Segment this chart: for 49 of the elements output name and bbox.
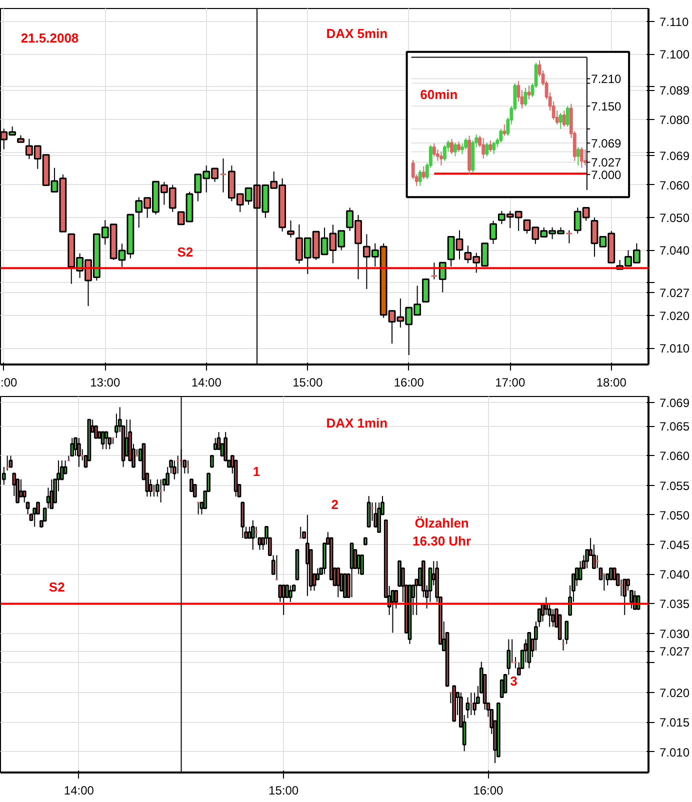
x-tick-label: :00 [0,376,18,390]
y-tick-label: 7.040 [660,244,690,258]
y-tick-label: 7.050 [660,508,690,522]
y-tick-label: 7.060 [660,449,690,464]
y-tick-label: 7.065 [660,420,690,434]
x-tick-label: 15:00 [292,376,323,390]
y-tick-label: 7.100 [660,48,690,62]
annotation: 1 [252,464,260,480]
y-tick-label: 7.210 [591,72,622,86]
y-tick-label: 7.027 [591,156,622,170]
y-tick-label: 7.010 [660,745,690,760]
x-tick-label: 13:00 [90,376,120,390]
y-tick-label: 7.020 [660,686,690,700]
ref-line-label: S2 [177,244,194,260]
x-tick-label: 14:00 [191,376,222,390]
y-tick-label: 7.015 [660,716,690,730]
x-tick-label: 16:00 [473,784,504,798]
ref-line-label: S2 [48,579,65,594]
annotation: 21.5.2008 [20,30,79,46]
y-tick-label: 7.069 [660,148,690,163]
y-tick-label: 7.150 [591,100,622,114]
x-tick-label: 18:00 [596,376,627,390]
annotation: 2 [331,496,338,512]
y-tick-label: 7.000 [591,168,622,182]
text: 60min [420,86,458,102]
y-tick-label: 7.080 [660,113,690,128]
y-tick-label: 7.020 [660,309,690,324]
x-tick-label: 17:00 [495,376,526,390]
text: DAX 5min [326,26,388,41]
annotation: 3 [510,673,518,688]
y-tick-label: 7.030 [660,626,690,641]
y-tick-label: 7.040 [660,568,690,582]
y-tick-label: 7.010 [660,342,690,356]
y-tick-label: 7.035 [660,597,690,612]
y-tick-label: 7.069 [660,396,690,410]
x-tick-label: 16:00 [394,376,424,390]
y-tick-label: 7.050 [660,211,690,226]
annotation: Ölzahlen 16.30 Uhr [412,515,472,548]
x-tick-label: 14:00 [64,784,94,798]
y-tick-label: 7.069 [591,136,622,151]
y-tick-label: 7.089 [660,84,690,98]
y-tick-label: 7.027 [660,286,690,300]
text: DAX 1min [326,415,388,430]
x-tick-label: 15:00 [268,784,299,798]
y-tick-label: 7.110 [660,15,689,30]
y-tick-label: 7.045 [660,538,690,552]
y-tick-label: 7.055 [660,478,690,493]
y-tick-label: 7.060 [660,178,690,192]
y-tick-label: 7.027 [660,644,690,659]
